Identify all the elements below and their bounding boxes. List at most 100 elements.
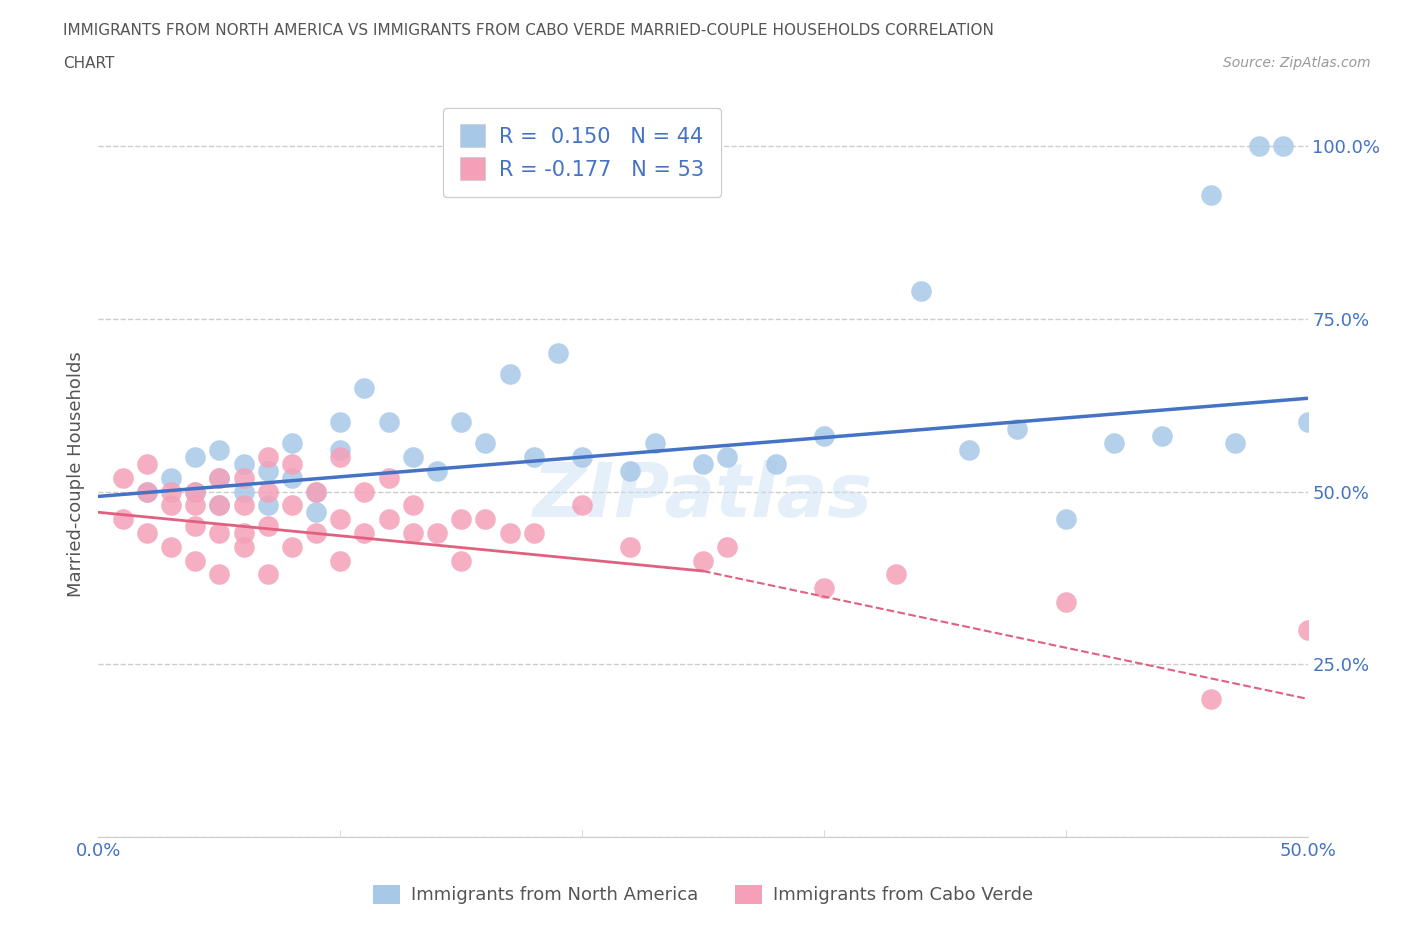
Point [1296,622,1319,637]
Point [208,498,231,512]
Y-axis label: Married-couple Households: Married-couple Households [66,352,84,597]
Point [1272,139,1295,153]
Point [184,553,207,568]
Point [1199,187,1222,202]
Point [232,539,254,554]
Point [813,429,835,444]
Point [910,284,932,299]
Point [256,449,278,464]
Point [1007,422,1029,437]
Point [692,457,714,472]
Point [111,512,134,526]
Point [208,567,231,582]
Point [305,485,328,499]
Point [692,553,714,568]
Point [329,415,352,430]
Point [377,512,399,526]
Point [474,512,496,526]
Text: Source: ZipAtlas.com: Source: ZipAtlas.com [1223,56,1371,70]
Point [547,346,569,361]
Point [765,457,787,472]
Point [571,498,593,512]
Point [426,463,449,478]
Point [160,539,183,554]
Point [329,443,352,458]
Point [474,436,496,451]
Point [450,415,472,430]
Point [208,471,231,485]
Point [1249,139,1271,153]
Point [498,366,520,381]
Point [232,471,254,485]
Point [1199,691,1222,706]
Point [353,380,375,395]
Point [135,525,157,540]
Point [256,567,278,582]
Point [184,485,207,499]
Point [957,443,980,458]
Point [1223,436,1246,451]
Legend: Immigrants from North America, Immigrants from Cabo Verde: Immigrants from North America, Immigrant… [366,878,1040,911]
Point [232,457,254,472]
Point [1152,429,1174,444]
Point [450,553,472,568]
Point [111,471,134,485]
Point [184,449,207,464]
Point [498,525,520,540]
Point [281,539,304,554]
Point [281,436,304,451]
Point [305,485,328,499]
Point [377,415,399,430]
Point [1296,415,1319,430]
Point [353,525,375,540]
Point [402,498,425,512]
Text: ZIPatlas: ZIPatlas [533,459,873,533]
Point [160,498,183,512]
Point [619,463,641,478]
Point [402,525,425,540]
Point [160,471,183,485]
Point [232,525,254,540]
Point [1054,594,1077,609]
Point [208,471,231,485]
Point [256,498,278,512]
Point [256,485,278,499]
Point [644,436,666,451]
Point [305,525,328,540]
Point [232,485,254,499]
Point [1054,512,1077,526]
Point [450,512,472,526]
Point [523,525,546,540]
Text: IMMIGRANTS FROM NORTH AMERICA VS IMMIGRANTS FROM CABO VERDE MARRIED-COUPLE HOUSE: IMMIGRANTS FROM NORTH AMERICA VS IMMIGRA… [63,23,994,38]
Point [1102,436,1125,451]
Point [281,498,304,512]
Text: CHART: CHART [63,56,115,71]
Point [184,498,207,512]
Point [716,539,738,554]
Point [256,519,278,534]
Point [135,485,157,499]
Point [716,449,738,464]
Point [329,512,352,526]
Legend: R =  0.150   N = 44, R = -0.177   N = 53: R = 0.150 N = 44, R = -0.177 N = 53 [443,108,721,196]
Point [329,449,352,464]
Point [160,485,183,499]
Point [813,581,835,596]
Point [281,471,304,485]
Point [523,449,546,464]
Point [402,449,425,464]
Point [135,485,157,499]
Point [208,443,231,458]
Point [305,505,328,520]
Point [184,519,207,534]
Point [256,463,278,478]
Point [886,567,908,582]
Point [329,553,352,568]
Point [281,457,304,472]
Point [426,525,449,540]
Point [619,539,641,554]
Point [571,449,593,464]
Point [184,485,207,499]
Point [208,525,231,540]
Point [377,471,399,485]
